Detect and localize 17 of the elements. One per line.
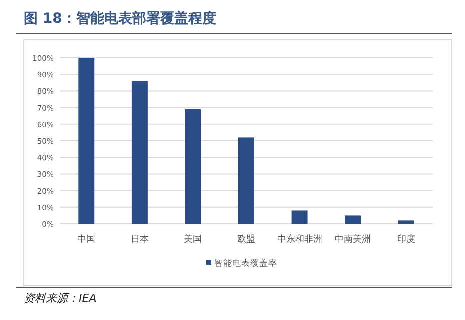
bar bbox=[185, 109, 202, 224]
x-tick-label: 中东和非洲 bbox=[277, 234, 322, 245]
x-tick-label: 中国 bbox=[78, 234, 96, 245]
bar bbox=[292, 210, 308, 224]
bar bbox=[345, 216, 362, 224]
x-tick-label: 美国 bbox=[184, 234, 202, 245]
x-tick-label: 中南美洲 bbox=[335, 234, 372, 245]
legend-label: 智能电表覆盖率 bbox=[214, 258, 278, 269]
text: 资料来源：IEA bbox=[24, 292, 97, 305]
bar bbox=[78, 58, 95, 224]
x-tick-label: 日本 bbox=[130, 234, 149, 245]
bar bbox=[398, 220, 414, 224]
x-tick-label: 欧盟 bbox=[238, 234, 256, 245]
chart-title: 图 18：智能电表部署覆盖程度 bbox=[24, 10, 216, 27]
bar bbox=[132, 81, 148, 224]
bar bbox=[238, 138, 254, 224]
x-tick-label: 印度 bbox=[397, 234, 416, 245]
